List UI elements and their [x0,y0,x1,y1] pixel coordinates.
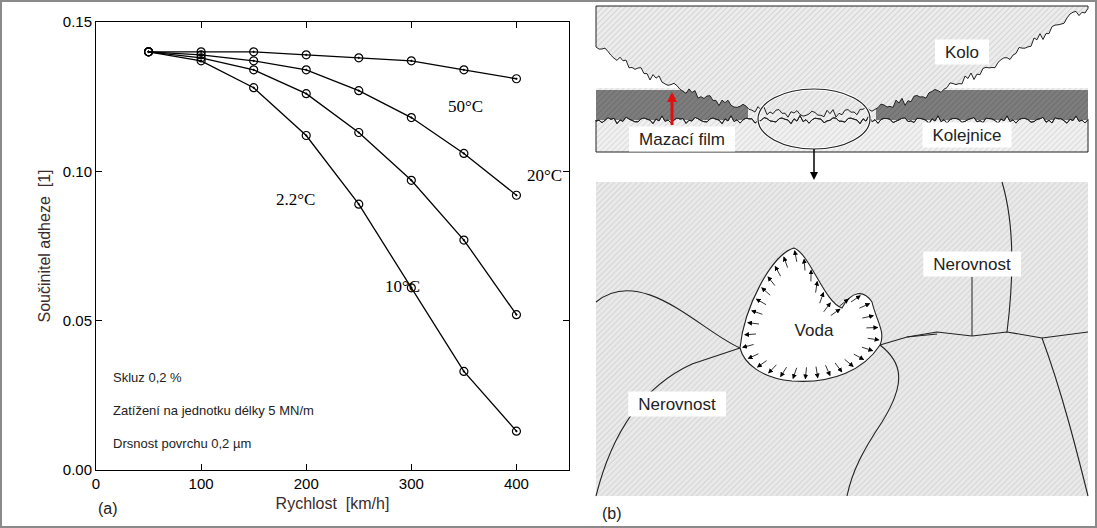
svg-text:300: 300 [399,475,424,492]
svg-text:Nerovnost: Nerovnost [933,255,1011,274]
svg-text:100: 100 [189,475,214,492]
svg-text:10°C: 10°C [385,277,420,296]
svg-text:Kolejnice: Kolejnice [933,126,1002,145]
svg-text:Nerovnost: Nerovnost [638,395,716,414]
svg-text:Kolo: Kolo [945,43,979,62]
svg-text:(a): (a) [98,500,118,517]
svg-text:200: 200 [294,475,319,492]
svg-text:Skluz 0,2 %: Skluz 0,2 % [113,370,182,385]
svg-text:Drsnost povrchu 0,2 µm: Drsnost povrchu 0,2 µm [113,436,251,451]
svg-text:50°C: 50°C [448,97,483,116]
svg-text:Rychlost [km/h]: Rychlost [km/h] [276,495,390,512]
svg-text:20°C: 20°C [527,166,562,185]
svg-text:0: 0 [92,475,100,492]
svg-text:Mazací film: Mazací film [639,130,725,149]
svg-text:0.00: 0.00 [63,461,92,478]
svg-text:400: 400 [504,475,529,492]
svg-text:(b): (b) [602,505,622,522]
svg-text:Součinitel adheze [1]: Součinitel adheze [1] [36,170,53,323]
svg-text:Zatížení na jednotku délky 5 M: Zatížení na jednotku délky 5 MN/m [113,403,314,418]
svg-text:0.05: 0.05 [63,312,92,329]
svg-text:Voda: Voda [795,321,834,340]
svg-text:0.15: 0.15 [63,13,92,30]
svg-text:0.10: 0.10 [63,163,92,180]
svg-text:2.2°C: 2.2°C [276,190,315,209]
